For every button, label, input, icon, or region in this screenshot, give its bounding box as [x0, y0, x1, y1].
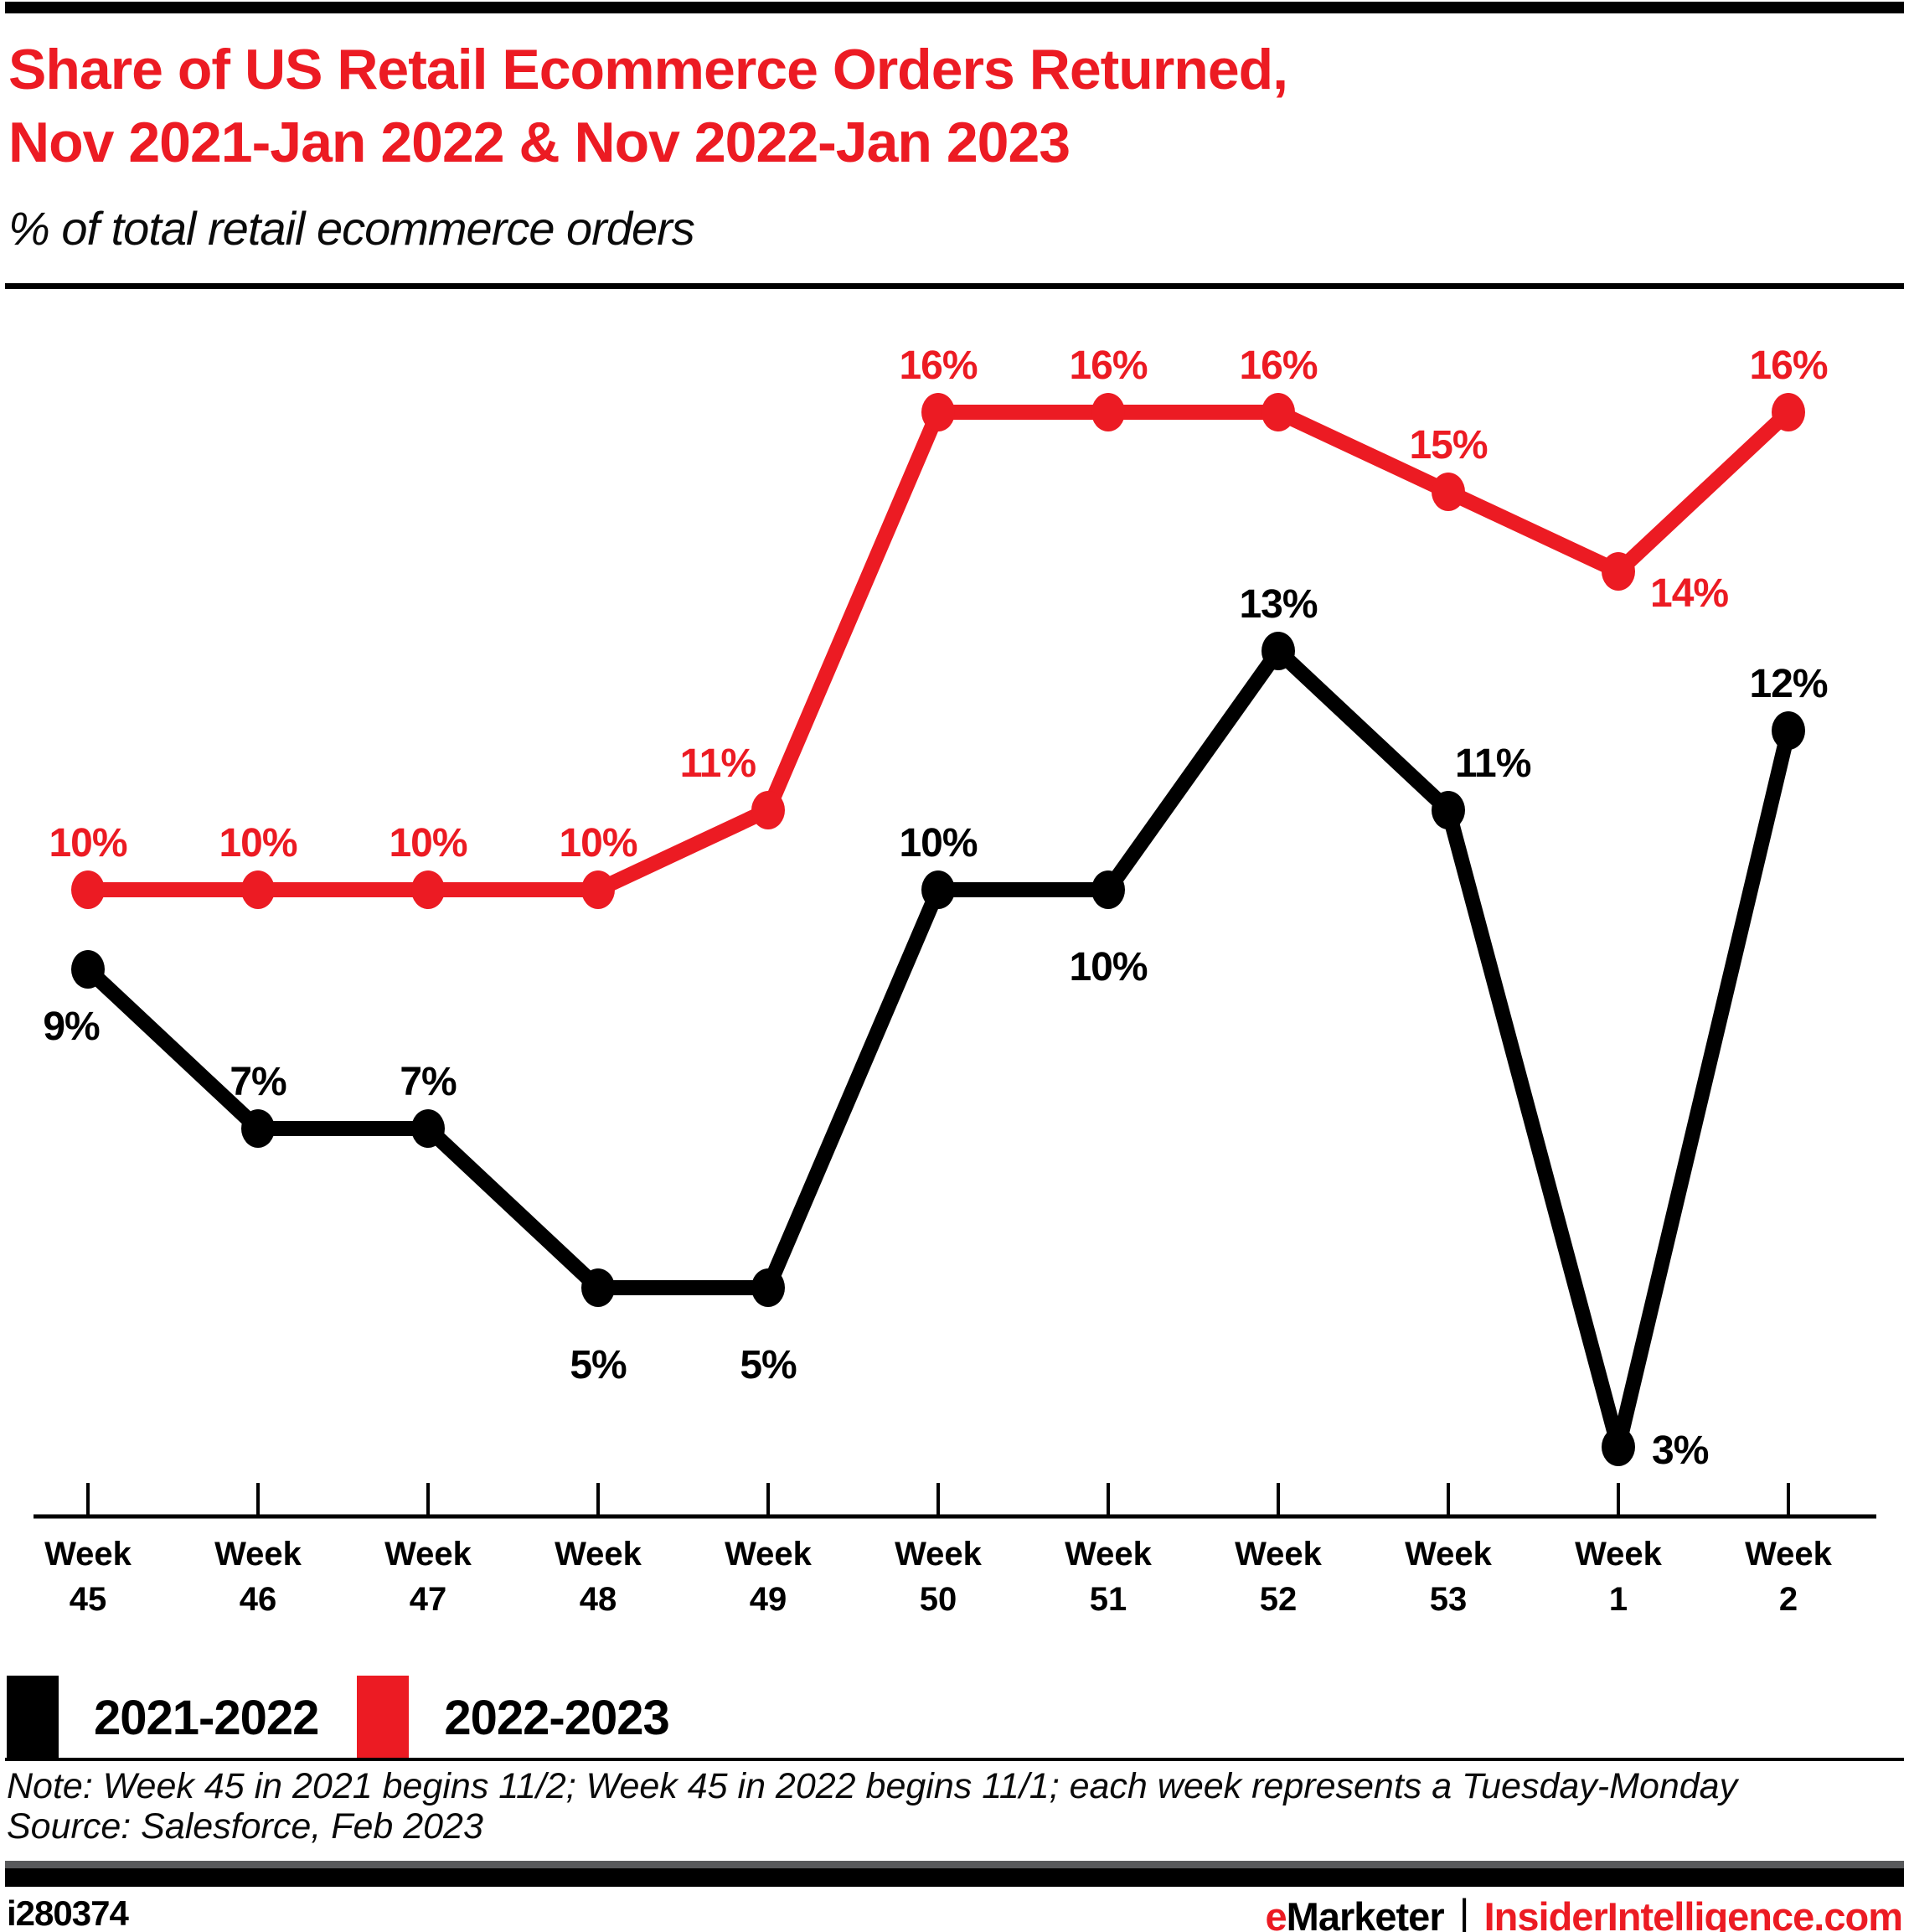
x-axis-label: Week 1 [1575, 1536, 1663, 1618]
top-black-bar [5, 2, 1904, 13]
x-axis-label: Week 51 [1065, 1536, 1153, 1618]
data-label: 16% [1069, 344, 1147, 388]
data-label: 10% [389, 821, 467, 865]
legend-item-2022-2023: 2022-2023 [357, 1676, 670, 1759]
footer-bar-gray [5, 1861, 1904, 1868]
x-axis-label: Week 53 [1405, 1536, 1493, 1618]
data-point [1261, 393, 1295, 431]
chart-title: Share of US Retail Ecommerce Orders Retu… [8, 34, 1767, 179]
brand-separator: | [1458, 1891, 1470, 1932]
legend-label: 2022-2023 [444, 1690, 669, 1745]
emarketer-logo-e: e [1265, 1893, 1287, 1932]
data-point [751, 1268, 785, 1307]
chart-legend: 2021-2022 2022-2023 [7, 1671, 670, 1764]
data-point [581, 1268, 615, 1307]
x-axis-label: Week 2 [1745, 1536, 1833, 1618]
footer-bar-black [5, 1868, 1904, 1887]
data-label: 16% [1239, 344, 1317, 388]
data-label: 3% [1652, 1428, 1709, 1473]
x-axis-label: Week 46 [214, 1536, 302, 1618]
data-label: 13% [1239, 582, 1317, 627]
legend-swatch-red [357, 1676, 410, 1759]
data-label: 10% [559, 821, 637, 865]
data-point [1091, 870, 1125, 909]
data-label: 10% [219, 821, 297, 865]
x-axis-label: Week 45 [44, 1536, 132, 1618]
data-label: 16% [1749, 344, 1827, 388]
data-label: 15% [1409, 423, 1487, 468]
data-point [1261, 632, 1295, 670]
data-label: 11% [1455, 741, 1531, 786]
brand-footer: eMarketer | InsiderIntelligence.com [1265, 1891, 1903, 1932]
data-point [411, 1109, 445, 1148]
data-point [71, 870, 105, 909]
series-2022-2023: 10% 10% 10% 10% 11% 16% 16% 16% 15% 14% 16% [49, 344, 1829, 909]
data-point [241, 870, 275, 909]
data-point [241, 1109, 275, 1148]
x-axis-label: Week 49 [725, 1536, 813, 1618]
emarketer-logo-rest: Marketer [1286, 1893, 1445, 1932]
x-axis-label: Week 52 [1235, 1536, 1323, 1618]
data-point [581, 870, 615, 909]
chart-title-line2: Nov 2021-Jan 2022 & Nov 2022-Jan 2023 [8, 111, 1071, 175]
source-text: Source: Salesforce, Feb 2023 [7, 1806, 483, 1847]
data-point [1432, 791, 1465, 829]
data-label: 5% [570, 1343, 627, 1387]
data-label: 10% [899, 821, 977, 865]
data-label: 10% [1069, 945, 1147, 989]
legend-swatch-black [7, 1676, 59, 1759]
data-label: 7% [230, 1060, 286, 1104]
data-point [1432, 473, 1465, 511]
data-label: 7% [400, 1060, 457, 1104]
chart-id-label: i280374 [7, 1893, 129, 1932]
insider-intelligence-link[interactable]: InsiderIntelligence.com [1483, 1893, 1903, 1932]
note-divider [5, 1758, 1904, 1761]
series-line [80, 405, 1796, 897]
data-label: 10% [49, 821, 126, 865]
x-axis-label: Week 50 [895, 1536, 983, 1618]
data-point [1772, 393, 1805, 431]
x-axis-label: Week 47 [384, 1536, 472, 1618]
data-point [1602, 552, 1635, 591]
data-point [71, 950, 105, 989]
series-2021-2022: 9% 7% 7% 5% 5% 10% 10% 13% 11% 3% 12% [43, 582, 1829, 1473]
chart-title-line1: Share of US Retail Ecommerce Orders Retu… [8, 38, 1288, 101]
data-label: 16% [899, 344, 977, 388]
data-label: 11% [680, 741, 756, 786]
series-line [80, 643, 1796, 1454]
data-point [921, 870, 955, 909]
data-point [921, 393, 955, 431]
legend-label: 2021-2022 [94, 1690, 319, 1745]
data-label: 12% [1749, 662, 1827, 706]
data-point [411, 870, 445, 909]
data-point [1602, 1428, 1635, 1466]
legend-item-2021-2022: 2021-2022 [7, 1676, 319, 1759]
emarketer-logo: eMarketer [1265, 1893, 1445, 1932]
x-axis-label: Week 48 [555, 1536, 642, 1618]
data-label: 5% [740, 1343, 797, 1387]
subtitle-divider [5, 283, 1904, 289]
data-point [1091, 393, 1125, 431]
data-point [1772, 711, 1805, 750]
note-text: Note: Week 45 in 2021 begins 11/2; Week … [7, 1766, 1738, 1806]
data-label: 9% [43, 1005, 100, 1049]
data-label: 14% [1650, 571, 1728, 616]
data-point [751, 791, 785, 829]
chart-subtitle: % of total retail ecommerce orders [8, 202, 695, 255]
